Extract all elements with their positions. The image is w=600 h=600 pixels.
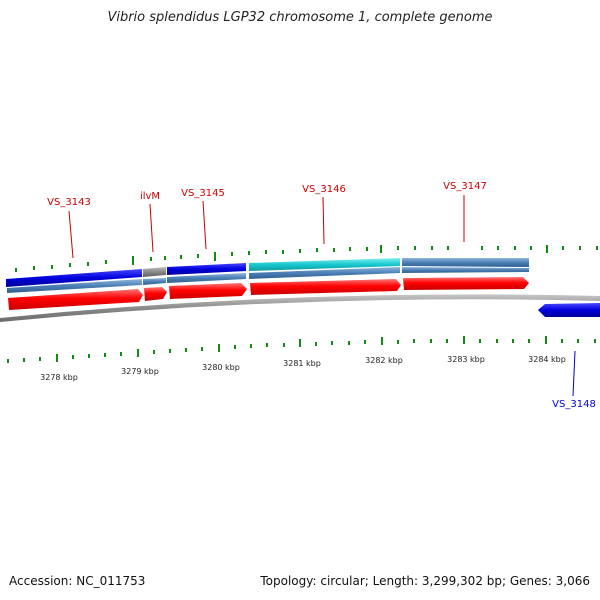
feature-subtrack-5 bbox=[402, 267, 529, 273]
cds-arrow-vs3147 bbox=[403, 277, 529, 290]
accession-label: Accession: NC_011753 bbox=[9, 574, 146, 588]
feature-subtrack-3 bbox=[167, 273, 246, 283]
feature-subtrack-1 bbox=[7, 279, 142, 293]
feature-subtrack-4 bbox=[249, 267, 400, 279]
feature-bar-vs3145 bbox=[167, 263, 246, 275]
cds-arrow-vs3146 bbox=[250, 279, 401, 295]
cds-arrow-vs3143 bbox=[8, 289, 143, 310]
scale-label-3284: 3284 kbp bbox=[528, 355, 566, 364]
topology-label: Topology: circular; Length: 3,299,302 bp… bbox=[260, 574, 590, 588]
map-title: Vibrio splendidus LGP32 chromosome 1, co… bbox=[107, 10, 493, 25]
gene-label-vs3147: VS_3147 bbox=[443, 181, 487, 192]
label-leader-lines bbox=[68, 195, 576, 397]
inner-tick-marks bbox=[7, 336, 596, 363]
feature-bar-vs3143 bbox=[6, 269, 142, 287]
scale-label-3281: 3281 kbp bbox=[283, 359, 321, 368]
gene-label-vs3145: VS_3145 bbox=[181, 188, 225, 199]
feature-bar-vs3147 bbox=[402, 258, 529, 267]
cds-arrow-ilvm bbox=[144, 287, 167, 301]
gene-label-vs3148: VS_3148 bbox=[552, 399, 596, 410]
gene-label-vs3146: VS_3146 bbox=[302, 184, 346, 195]
gene-label-ilvm: ilvM bbox=[140, 191, 160, 202]
scale-label-3283: 3283 kbp bbox=[447, 355, 485, 364]
cds-arrow-vs3148 bbox=[538, 303, 600, 317]
feature-bar-vs3146 bbox=[249, 258, 400, 271]
scale-label-3278: 3278 kbp bbox=[40, 373, 78, 382]
feature-bar-ilvm bbox=[143, 267, 166, 277]
cds-arrow-vs3145 bbox=[169, 283, 247, 299]
scale-label-3280: 3280 kbp bbox=[202, 363, 240, 372]
outer-tick-marks bbox=[15, 245, 598, 272]
chromosome-backbone bbox=[0, 294, 600, 322]
scale-label-3282: 3282 kbp bbox=[365, 356, 403, 365]
gene-label-vs3143: VS_3143 bbox=[47, 197, 91, 208]
feature-subtrack-2 bbox=[143, 278, 166, 285]
scale-label-3279: 3279 kbp bbox=[121, 367, 159, 376]
